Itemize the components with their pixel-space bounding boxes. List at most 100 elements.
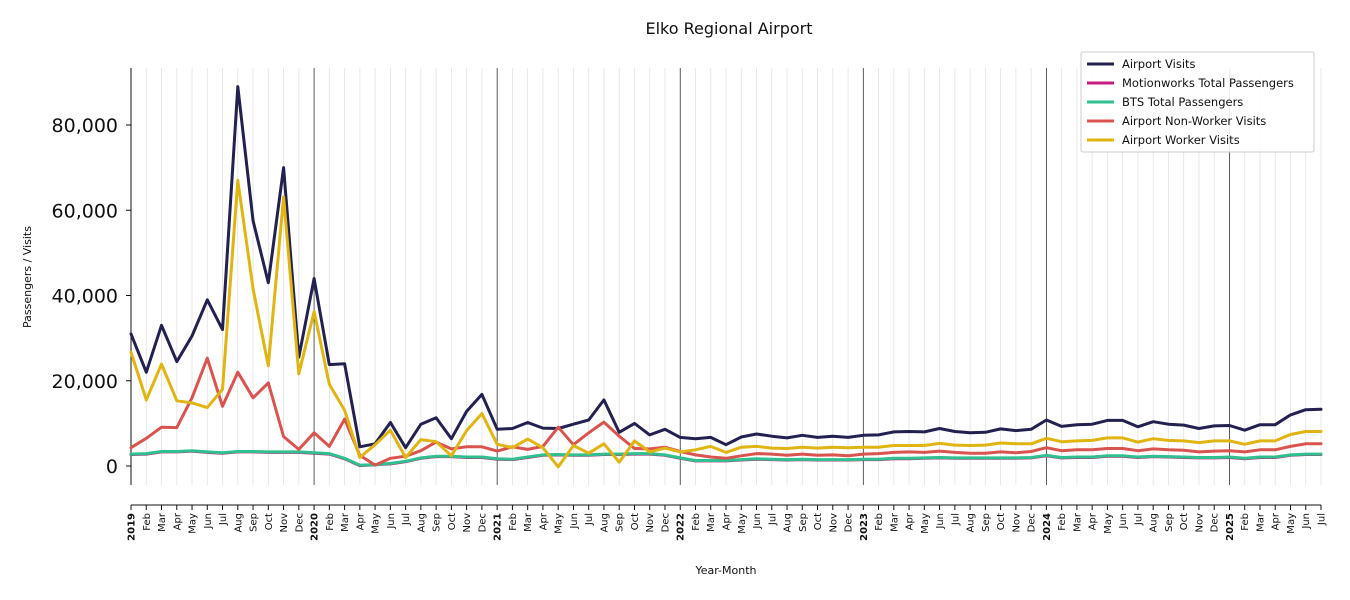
x-tick-label: Mar — [706, 512, 717, 532]
x-tick-label: Sep — [798, 513, 809, 532]
x-tick-label: Apr — [722, 512, 733, 530]
legend-label: BTS Total Passengers — [1122, 95, 1243, 109]
x-tick-label: Dec — [477, 513, 488, 532]
x-tick-label: Dec — [1210, 513, 1221, 532]
x-tick-label: Sep — [981, 513, 992, 532]
x-tick-label: 2019 — [127, 513, 138, 541]
x-tick-label: Jul — [1133, 513, 1144, 526]
x-tick-label: Apr — [1271, 512, 1282, 530]
x-tick-label: Jul — [584, 513, 595, 526]
x-tick-label: Jun — [386, 513, 397, 530]
x-tick-label: Feb — [1240, 513, 1251, 531]
series-line-3 — [129, 449, 1323, 467]
x-tick-label: Oct — [447, 513, 458, 530]
x-tick-label: Mar — [889, 512, 900, 532]
x-tick-label: Apr — [905, 512, 916, 530]
x-tick-label: Nov — [279, 513, 290, 533]
x-tick-label: Jun — [569, 513, 580, 530]
x-tick-label: Aug — [1149, 513, 1160, 533]
x-tick-label: Oct — [630, 513, 641, 530]
x-ticks: 2019 Feb Mar Apr May Jun Jul Aug Sep Oct Nov Dec 202… — [127, 505, 1328, 541]
x-tick-label: Nov — [1011, 513, 1022, 533]
x-tick-label: Nov — [1194, 513, 1205, 533]
x-tick-label: Sep — [1164, 513, 1175, 532]
x-tick-label: Sep — [615, 513, 626, 532]
x-tick-label: Aug — [599, 513, 610, 533]
x-tick-label: Feb — [1057, 513, 1068, 531]
x-tick-label: Sep — [432, 513, 443, 532]
x-tick-label: Feb — [691, 513, 702, 531]
legend: Airport Visits Motionworks Total Passenge… — [1080, 51, 1315, 153]
legend-label: Motionworks Total Passengers — [1122, 76, 1294, 90]
x-tick-label: Nov — [462, 513, 473, 533]
x-tick-label: Aug — [416, 513, 427, 533]
x-tick-label: Oct — [264, 513, 275, 530]
x-tick-label: Aug — [233, 513, 244, 533]
x-tick-label: 2023 — [859, 513, 870, 541]
x-tick-label: Feb — [325, 513, 336, 531]
x-tick-label: Dec — [660, 513, 671, 532]
x-tick-label: Mar — [340, 512, 351, 532]
series-lines — [129, 85, 1323, 469]
x-tick-label: Oct — [813, 513, 824, 530]
legend-label: Airport Non-Worker Visits — [1122, 114, 1266, 128]
x-tick-label: Oct — [996, 513, 1007, 530]
x-tick-label: Feb — [874, 513, 885, 531]
legend-label: Airport Visits — [1122, 57, 1196, 71]
x-tick-label: Aug — [966, 513, 977, 533]
x-tick-label: May — [1103, 513, 1114, 534]
x-tick-label: Jul — [218, 513, 229, 526]
x-tick-label: Mar — [523, 512, 534, 532]
legend-frame — [1080, 51, 1315, 153]
x-tick-label: Nov — [828, 513, 839, 533]
x-tick-label: Jun — [752, 513, 763, 530]
series-line-4 — [129, 356, 1323, 467]
x-tick-label: May — [1286, 513, 1297, 534]
x-tick-label: Nov — [645, 513, 656, 533]
x-tick-label: May — [920, 513, 931, 534]
x-tick-label: Jun — [1301, 513, 1312, 530]
x-tick-label: Sep — [249, 513, 260, 532]
x-tick-label: Jul — [401, 513, 412, 526]
x-tick-label: 2021 — [493, 513, 504, 541]
x-tick-label: May — [188, 513, 199, 534]
x-tick-label: Jun — [935, 513, 946, 530]
y-tick-label: 0 — [106, 456, 118, 478]
series-line-1 — [129, 85, 1323, 450]
x-tick-label: 2022 — [676, 513, 687, 541]
legend-label: Airport Worker Visits — [1122, 133, 1240, 147]
grid — [130, 68, 1322, 485]
x-tick-label: Apr — [1088, 512, 1099, 530]
x-tick-label: 2020 — [310, 513, 321, 541]
x-tick-label: Dec — [294, 513, 305, 532]
x-tick-label: Mar — [157, 512, 168, 532]
x-tick-label: Jul — [1317, 513, 1328, 526]
y-tick-label: 40,000 — [52, 286, 118, 308]
series-line-5 — [129, 178, 1323, 469]
x-tick-label: Dec — [1027, 513, 1038, 532]
x-axis-label: Year-Month — [694, 564, 756, 577]
x-tick-label: Mar — [1255, 512, 1266, 532]
x-tick-label: Dec — [844, 513, 855, 532]
y-axis-label: Passengers / Visits — [21, 226, 34, 328]
x-tick-label: Mar — [1072, 512, 1083, 532]
x-tick-label: Feb — [508, 513, 519, 531]
x-tick-label: May — [371, 513, 382, 534]
x-tick-label: Jul — [767, 513, 778, 526]
x-tick-label: Feb — [142, 513, 153, 531]
x-tick-label: Jul — [950, 513, 961, 526]
x-tick-label: Apr — [538, 512, 549, 530]
y-ticks: 0 20,000 40,000 60,000 80,000 — [52, 115, 131, 478]
x-tick-label: Apr — [355, 512, 366, 530]
x-tick-label: 2024 — [1042, 513, 1053, 541]
x-tick-label: Jun — [1118, 513, 1129, 530]
x-tick-label: May — [554, 513, 565, 534]
x-tick-label: 2025 — [1225, 513, 1236, 541]
x-tick-label: May — [737, 513, 748, 534]
y-tick-label: 80,000 — [52, 115, 118, 137]
x-tick-label: Jun — [203, 513, 214, 530]
y-tick-label: 60,000 — [52, 200, 118, 222]
y-tick-label: 20,000 — [52, 371, 118, 393]
x-tick-label: Aug — [783, 513, 794, 533]
